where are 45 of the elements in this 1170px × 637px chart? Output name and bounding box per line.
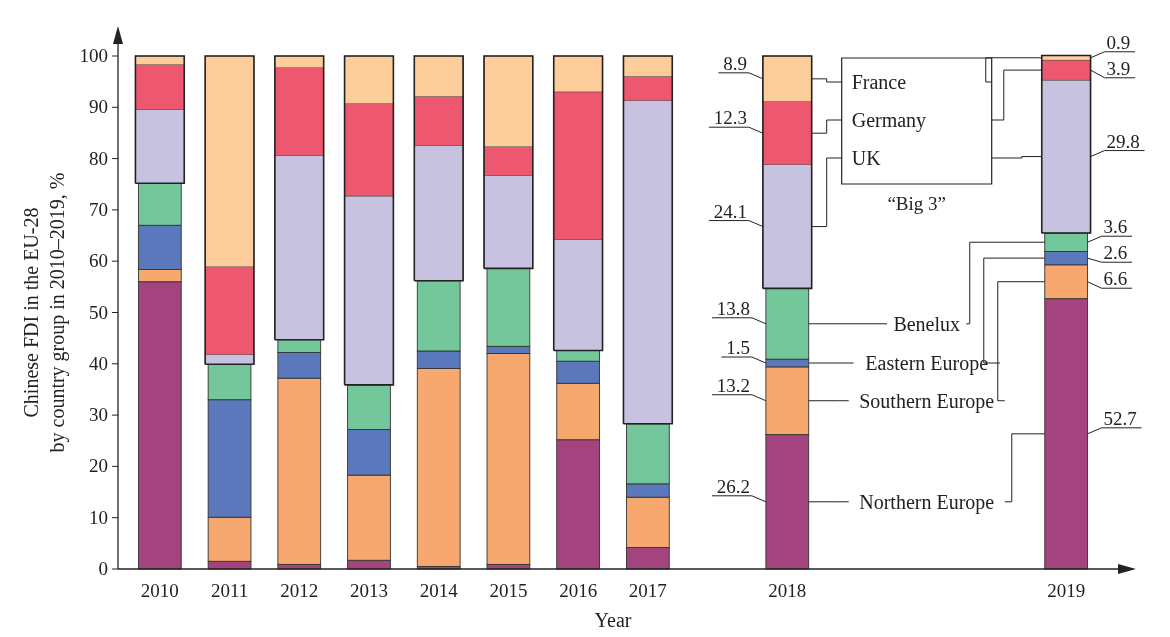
data-label: 3.6 [1103, 216, 1128, 238]
x-tick-label: 2010 [140, 580, 179, 601]
x-tick-label: 2013 [349, 580, 388, 601]
y-tick-label: 20 [89, 455, 108, 477]
text: Northern Europe [859, 490, 995, 514]
x-tick-label: 2014 [419, 580, 459, 601]
data-label: 1.5 [726, 337, 750, 359]
x-tick-label: 2015 [489, 580, 528, 601]
x-tick-label: 2018 [768, 580, 807, 601]
y-tick-label: 50 [89, 301, 108, 323]
annotation: “Big 3” [887, 193, 946, 214]
x-tick-label: 2017 [628, 580, 667, 601]
y-tick-label: 70 [89, 198, 108, 220]
series-label: France [851, 71, 907, 93]
data-label: 52.7 [1103, 407, 1137, 429]
y-tick-label: 30 [89, 404, 108, 426]
x-tick-label: 2012 [280, 580, 319, 601]
data-label: 0.9 [1106, 31, 1131, 53]
x-axis-title: Year [594, 609, 632, 631]
series-label: Germany [851, 109, 927, 132]
y-tick-label: 100 [79, 45, 108, 66]
data-label: 13.8 [716, 297, 750, 319]
data-label: 2.6 [1103, 242, 1128, 264]
y-tick-label: 80 [89, 147, 108, 169]
data-label: 6.6 [1103, 268, 1128, 290]
x-tick-label: 2019 [1047, 580, 1086, 601]
text: Eastern Europe [865, 352, 989, 376]
x-tick-label: 2011 [210, 580, 249, 601]
series-label: UK [851, 147, 882, 169]
data-label: 24.1 [713, 200, 747, 222]
x-tick-label: 2016 [559, 580, 598, 601]
data-label: 8.9 [723, 52, 747, 74]
data-label: 13.2 [716, 374, 750, 396]
data-label: 3.9 [1106, 57, 1131, 79]
text: Southern Europe [859, 389, 995, 413]
data-label: 12.3 [713, 107, 747, 129]
y-tick-label: 40 [89, 352, 108, 374]
y-axis-title: Chinese FDI in the EU-28 by country group in 2010–2019, % [20, 172, 69, 453]
y-tick-label: 0 [98, 558, 108, 579]
y-tick-label: 90 [89, 96, 108, 118]
y-tick-label: 10 [89, 506, 108, 528]
data-label: 29.8 [1106, 130, 1140, 152]
y-tick-label: 60 [89, 250, 108, 272]
text: Benelux [893, 312, 961, 335]
data-label: 26.2 [716, 475, 750, 497]
